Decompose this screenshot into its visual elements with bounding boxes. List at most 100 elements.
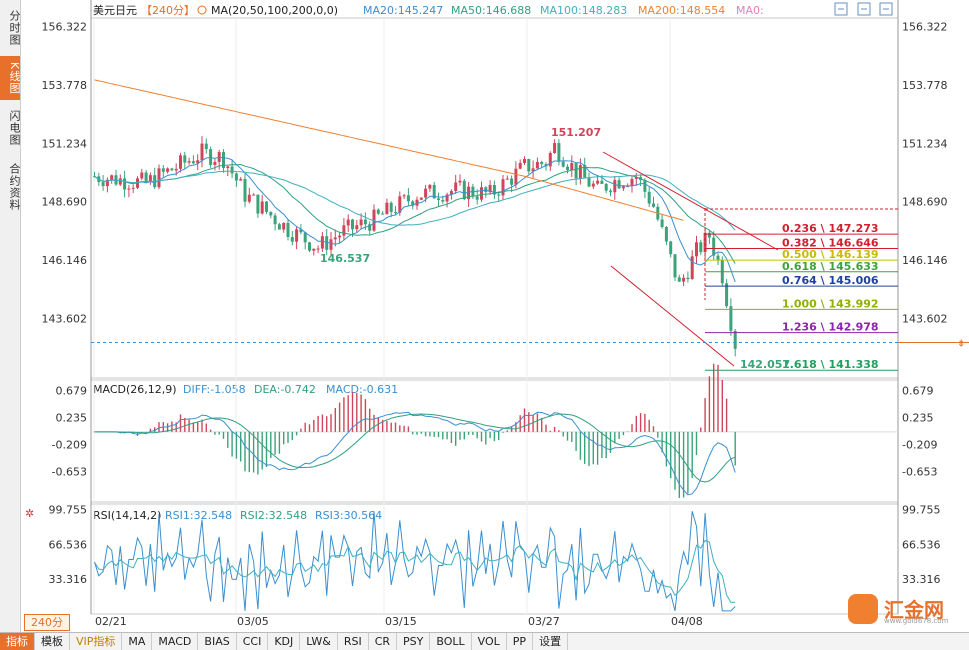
candle-body-37 [252, 194, 256, 196]
toolbar-item-1[interactable]: 模板 [35, 633, 70, 650]
candle-body-144 [712, 237, 716, 256]
candle-body-54 [325, 236, 329, 250]
fib-label-6: 1.236 \ 142.978 [782, 321, 879, 334]
candle-body-149 [733, 330, 737, 349]
toolbar-item-11[interactable]: PSY [397, 633, 431, 650]
toolbar-item-6[interactable]: CCI [237, 633, 269, 650]
period-button[interactable]: 240分 [24, 614, 70, 631]
price-tick-right-3: 148.690 [902, 196, 948, 209]
candle-body-41 [269, 211, 273, 216]
macd-value: MACD:-0.631 [326, 383, 398, 396]
sidebar-tab-0[interactable]: 分时图 [8, 10, 21, 46]
candle-body-132 [660, 219, 664, 227]
toolbar-item-0[interactable]: 指标 [0, 633, 35, 650]
price-tick-left-4: 146.146 [42, 254, 88, 267]
sidebar-tab-3[interactable]: 合约资料 [8, 163, 21, 211]
candle-body-34 [239, 179, 243, 181]
candle-body-135 [673, 254, 677, 278]
toolbar-item-7[interactable]: KDJ [268, 633, 301, 650]
macd-diff: DIFF:-1.058 [183, 383, 246, 396]
rsi3-line [94, 539, 736, 603]
candle-body-77 [424, 188, 428, 198]
current-price-arrow-icon: ⇟ [957, 338, 965, 349]
logo: 汇金网 www.gold678.com [848, 592, 958, 628]
sidebar: 分时图 K线图闪电图合约资料 [0, 0, 21, 632]
candle-body-36 [247, 194, 251, 202]
ma100-line [94, 170, 736, 231]
candle-body-26 [204, 143, 208, 150]
toolbar-item-10[interactable]: CR [369, 633, 398, 650]
candle-body-17 [166, 168, 170, 172]
candle-body-137 [682, 277, 686, 282]
toolbar-item-8[interactable]: LW& [300, 633, 338, 650]
candle-body-63 [363, 219, 367, 225]
rsi-tick-right-2: 33.316 [902, 573, 941, 586]
toolbar-item-3[interactable]: MA [122, 633, 153, 650]
candle-body-9 [131, 187, 135, 189]
candle-body-42 [273, 215, 277, 225]
fib-label-4: 0.764 \ 145.006 [782, 274, 879, 287]
rsi-tick-right-0: 99.755 [902, 503, 941, 516]
candle-body-93 [492, 185, 496, 195]
macd-dea-line [94, 413, 736, 483]
candle-body-11 [140, 172, 144, 179]
toolbar-item-15[interactable]: 设置 [533, 633, 569, 650]
candle-body-70 [394, 211, 397, 213]
price-tick-left-2: 151.234 [42, 137, 88, 150]
rsi-tick-left-0: 99.755 [49, 503, 88, 516]
rsi3-label: RSI3:30.564 [315, 509, 382, 522]
sidebar-tab-1[interactable]: K线图 [0, 56, 21, 100]
candle-body-48 [299, 229, 303, 233]
candle-body-111 [570, 163, 574, 171]
candle-body-100 [523, 159, 526, 163]
candle-body-6 [118, 178, 122, 185]
macd-dea: DEA:-0.742 [254, 383, 316, 396]
candle-body-82 [445, 194, 449, 202]
price-tick-right-1: 153.778 [902, 79, 948, 92]
candle-body-92 [488, 185, 492, 193]
candle-body-98 [514, 168, 518, 185]
channel-lower-line [610, 265, 735, 367]
rsi-tick-right-1: 66.536 [902, 538, 941, 551]
candle-body-30 [222, 152, 225, 169]
candle-body-25 [200, 143, 204, 161]
candle-body-97 [510, 178, 514, 185]
toolbar-item-13[interactable]: VOL [472, 633, 507, 650]
toolbar-item-14[interactable]: PP [507, 633, 534, 650]
candle-body-59 [346, 219, 350, 226]
price-annotation-1: 146.537 [320, 252, 370, 265]
candle-body-122 [617, 180, 621, 189]
candle-body-2 [101, 182, 105, 187]
candle-body-139 [690, 256, 694, 280]
toolbar-item-2[interactable]: VIP指标 [70, 633, 123, 650]
fib-label-0: 0.236 \ 147.273 [782, 222, 879, 235]
candle-body-69 [389, 202, 393, 212]
fib-label-7: 1.618 \ 141.338 [782, 358, 879, 371]
candle-body-116 [591, 183, 595, 187]
toolbar-item-4[interactable]: MACD [152, 633, 199, 650]
logo-icon [848, 594, 878, 624]
candle-body-5 [114, 175, 118, 185]
candle-body-16 [161, 168, 165, 172]
candle-body-91 [484, 187, 488, 193]
candle-body-39 [260, 201, 264, 214]
candle-body-66 [376, 209, 380, 214]
toolbar-item-5[interactable]: BIAS [198, 633, 237, 650]
candle-body-46 [290, 237, 294, 242]
macd-tick-right-0: 0.679 [902, 384, 934, 397]
candle-body-85 [458, 180, 462, 183]
rsi-icon: ✲ [25, 507, 34, 520]
sidebar-tab-2[interactable]: 闪电图 [8, 110, 21, 146]
candle-body-124 [626, 186, 630, 188]
toolbar-item-9[interactable]: RSI [338, 633, 369, 650]
x-tick-3: 03/27 [528, 615, 560, 628]
toolbar-item-12[interactable]: BOLL [430, 633, 472, 650]
candle-body-143 [707, 232, 711, 238]
macd-tick-left-1: 0.235 [56, 412, 88, 425]
candle-body-133 [664, 226, 668, 242]
candle-body-142 [703, 232, 707, 253]
candle-body-58 [342, 225, 346, 236]
price-tick-left-3: 148.690 [42, 196, 88, 209]
candle-body-49 [303, 232, 307, 243]
chart-area[interactable]: 美元日元 【240分】 MA(20,50,100,200,0,0) MA20:145.… [0, 0, 969, 632]
